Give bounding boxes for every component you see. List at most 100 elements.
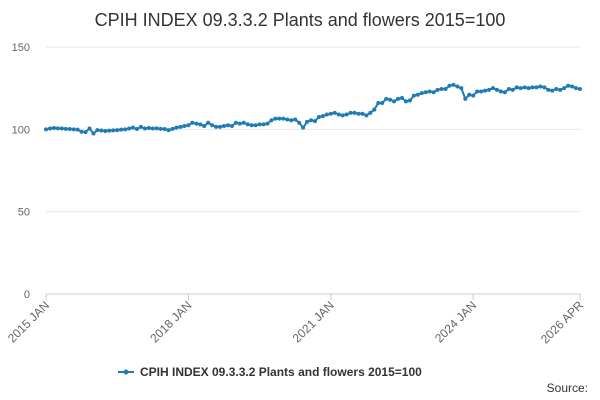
- point: [447, 83, 452, 88]
- point: [233, 120, 238, 125]
- point: [95, 128, 100, 133]
- point: [368, 110, 373, 115]
- point: [222, 124, 226, 129]
- x-tick-label: 2026 APR: [538, 298, 586, 346]
- point: [103, 128, 108, 133]
- point: [241, 120, 246, 125]
- point: [194, 121, 199, 126]
- point: [487, 87, 492, 92]
- point: [119, 127, 124, 132]
- point: [574, 86, 579, 91]
- point: [534, 85, 539, 90]
- point: [471, 93, 476, 98]
- y-tick-label: 50: [18, 207, 30, 219]
- point: [392, 99, 397, 104]
- point: [443, 86, 448, 91]
- point: [558, 87, 563, 92]
- point: [305, 119, 310, 124]
- point: [407, 98, 412, 103]
- y-tick-label: 0: [24, 289, 30, 301]
- point: [301, 125, 306, 130]
- point: [498, 89, 503, 94]
- point: [265, 121, 270, 126]
- point: [309, 118, 314, 123]
- point: [550, 88, 555, 93]
- point: [225, 123, 230, 128]
- point: [154, 126, 159, 131]
- point: [380, 100, 385, 105]
- chart-title: CPIH INDEX 09.3.3.2 Plants and flowers 2…: [95, 10, 506, 30]
- point: [170, 126, 175, 131]
- point: [475, 89, 480, 94]
- point: [427, 89, 432, 94]
- point: [455, 84, 460, 89]
- point: [506, 86, 511, 91]
- point: [526, 86, 531, 91]
- point: [131, 125, 136, 130]
- point: [59, 126, 64, 131]
- point: [518, 86, 523, 91]
- point: [376, 100, 381, 105]
- point: [107, 128, 112, 133]
- point: [546, 87, 551, 92]
- point: [138, 124, 143, 129]
- point: [142, 126, 147, 131]
- point: [91, 131, 96, 136]
- point: [245, 122, 250, 127]
- point: [218, 124, 223, 129]
- point: [55, 126, 60, 131]
- point: [277, 116, 282, 121]
- point: [502, 90, 507, 95]
- point: [459, 86, 464, 91]
- point: [400, 96, 404, 101]
- point: [384, 96, 389, 101]
- point: [83, 130, 88, 135]
- point: [63, 126, 68, 131]
- point: [431, 90, 436, 95]
- source: Source:: [547, 381, 588, 395]
- point: [297, 120, 302, 125]
- point: [364, 113, 369, 118]
- point: [435, 87, 440, 92]
- point: [316, 114, 321, 119]
- point: [312, 119, 317, 124]
- point: [281, 116, 286, 121]
- point: [190, 120, 195, 125]
- point: [479, 89, 484, 94]
- point: [514, 85, 519, 90]
- point: [396, 96, 401, 101]
- point: [285, 117, 290, 122]
- point: [261, 122, 266, 127]
- point: [494, 87, 499, 92]
- point: [71, 127, 76, 132]
- point: [202, 124, 207, 129]
- point: [419, 91, 424, 96]
- point: [115, 128, 120, 133]
- point: [562, 86, 567, 91]
- legend-label: CPIH INDEX 09.3.3.2 Plants and flowers 2…: [140, 365, 422, 379]
- point: [340, 113, 345, 118]
- point: [415, 92, 420, 97]
- point: [423, 90, 428, 95]
- point: [67, 127, 72, 132]
- point: [352, 110, 357, 115]
- series-line: [45, 83, 581, 135]
- point: [166, 128, 171, 133]
- point: [324, 112, 329, 117]
- point: [451, 82, 456, 87]
- point: [570, 84, 575, 89]
- point: [150, 126, 155, 131]
- point: [146, 126, 151, 131]
- point: [198, 122, 203, 127]
- y-tick-label: 150: [12, 42, 30, 54]
- point: [186, 123, 191, 128]
- point: [44, 127, 48, 132]
- point: [328, 111, 333, 116]
- y-tick-label: 100: [12, 124, 30, 136]
- point: [490, 86, 495, 91]
- point: [388, 97, 393, 102]
- point: [538, 84, 543, 89]
- point: [273, 116, 278, 121]
